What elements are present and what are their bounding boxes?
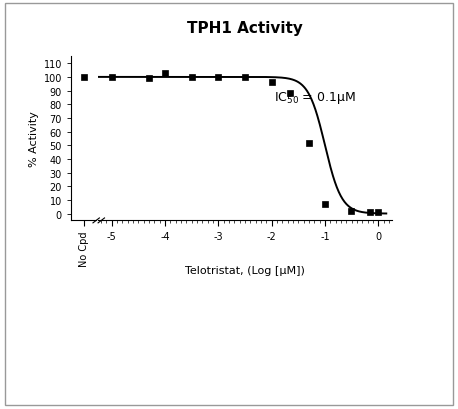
Text: IC$_{50}$ = 0.1μM: IC$_{50}$ = 0.1μM bbox=[274, 90, 356, 106]
Text: TPH1 Activity: TPH1 Activity bbox=[187, 21, 303, 36]
Text: Telotristat, (Log [μM]): Telotristat, (Log [μM]) bbox=[185, 266, 305, 276]
Y-axis label: % Activity: % Activity bbox=[29, 111, 39, 167]
